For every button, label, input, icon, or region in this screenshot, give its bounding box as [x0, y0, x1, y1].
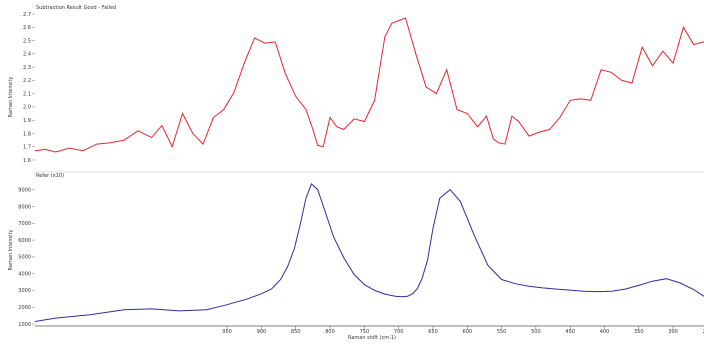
top-y-tick-label: 2.6 — [23, 25, 31, 31]
top-panel: Subtraction Result Good - Failed Raman I… — [8, 5, 704, 164]
bottom-panel-title: Refer (x10) — [36, 173, 64, 179]
x-ticks: 950 900 850 800 750 700 650 600 550 500 450 400 350 3… — [222, 326, 704, 335]
x-tick-label: 650 — [428, 329, 438, 335]
x-tick-label: 500 — [531, 329, 541, 335]
x-tick-label: 550 — [497, 329, 507, 335]
top-panel-y-label: Raman Intensity — [8, 77, 14, 118]
top-y-tick-label: 1.7 — [23, 145, 31, 151]
x-tick-label: 850 — [291, 329, 301, 335]
top-y-tick-label: 2.3 — [23, 65, 31, 71]
x-tick-label: 450 — [565, 329, 575, 335]
top-y-tick-label: 1.6 — [23, 158, 31, 164]
bottom-y-tick-label: 5000 — [18, 255, 31, 261]
bottom-y-tick-label: 6000 — [18, 238, 31, 244]
bottom-y-ticks: 1000 2000 3000 4000 5000 6000 7000 8000 9000 — [18, 188, 35, 328]
x-tick-label: 800 — [325, 329, 335, 335]
top-y-tick-label: 2.2 — [23, 78, 31, 84]
top-y-tick-label: 1.9 — [23, 118, 31, 124]
x-axis-label: Raman shift (cm-1) — [348, 335, 396, 341]
bottom-y-tick-label: 2000 — [18, 305, 31, 311]
top-y-tick-label: 2.5 — [23, 38, 31, 44]
bottom-y-tick-label: 7000 — [18, 221, 31, 227]
bottom-panel: Refer (x10) Raman Intensity 1000 2000 3000… — [8, 171, 704, 341]
bottom-y-tick-label: 3000 — [18, 288, 31, 294]
top-y-tick-label: 2.0 — [23, 105, 31, 111]
x-tick-label: 300 — [668, 329, 678, 335]
top-y-ticks: 1.6 1.7 1.8 1.9 2.0 2.1 2.2 2.3 2.4 2.5 2.6 2.7 — [23, 12, 35, 164]
x-tick-label: 350 — [634, 329, 644, 335]
top-y-tick-label: 2.7 — [23, 12, 31, 18]
series-line-bottom — [34, 183, 704, 322]
top-y-tick-label: 2.4 — [23, 52, 31, 58]
bottom-y-tick-label: 9000 — [18, 188, 31, 194]
top-panel-title: Subtraction Result Good - Failed — [36, 5, 116, 11]
x-tick-label: 600 — [463, 329, 473, 335]
top-y-tick-label: 1.8 — [23, 131, 31, 137]
x-tick-label: 950 — [222, 329, 232, 335]
bottom-y-tick-label: 8000 — [18, 204, 31, 210]
bottom-panel-y-label: Raman Intensity — [8, 230, 14, 271]
top-y-tick-label: 2.1 — [23, 91, 31, 97]
bottom-y-tick-label: 1000 — [18, 322, 31, 328]
x-tick-label: 700 — [394, 329, 404, 335]
bottom-y-tick-label: 4000 — [18, 272, 31, 278]
series-line-top — [34, 17, 704, 153]
x-tick-label: 250 — [703, 329, 704, 335]
x-tick-label: 900 — [257, 329, 267, 335]
x-tick-label: 750 — [360, 329, 370, 335]
x-tick-label: 400 — [600, 329, 610, 335]
